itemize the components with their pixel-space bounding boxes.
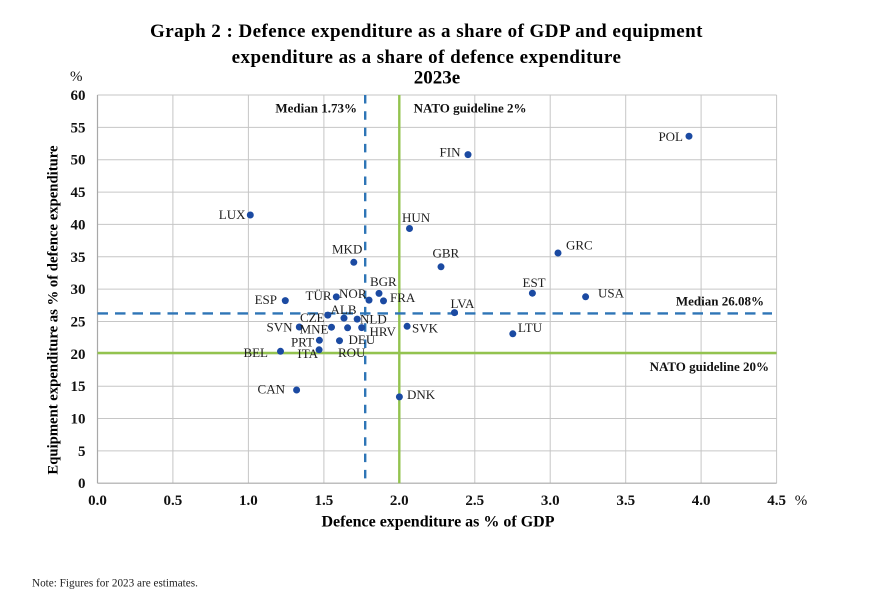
svg-text:DEU: DEU <box>349 332 376 347</box>
svg-text:2.5: 2.5 <box>465 493 484 509</box>
svg-text:1.5: 1.5 <box>315 493 334 509</box>
svg-text:ITA: ITA <box>297 346 318 361</box>
svg-text:25: 25 <box>71 315 86 331</box>
svg-text:MKD: MKD <box>332 242 362 257</box>
svg-text:35: 35 <box>71 250 86 266</box>
svg-text:TÜR: TÜR <box>306 288 332 303</box>
svg-text:FRA: FRA <box>390 290 416 305</box>
svg-text:Median 1.73%: Median 1.73% <box>275 101 357 116</box>
svg-text:HRV: HRV <box>370 324 397 339</box>
svg-text:45: 45 <box>71 185 86 201</box>
svg-text:FIN: FIN <box>440 145 462 160</box>
svg-text:GRC: GRC <box>566 238 593 253</box>
svg-text:Note: Figures for 2023 are est: Note: Figures for 2023 are estimates. <box>32 578 198 590</box>
svg-text:55: 55 <box>71 120 86 136</box>
svg-text:50: 50 <box>71 153 86 169</box>
svg-text:2023e: 2023e <box>414 68 460 89</box>
svg-text:NOR: NOR <box>339 286 367 301</box>
svg-text:NATO guideline 20%: NATO guideline 20% <box>650 359 769 374</box>
svg-text:expenditure as a share of defe: expenditure as a share of defence expend… <box>232 47 622 68</box>
svg-text:LVA: LVA <box>451 296 475 311</box>
svg-text:15: 15 <box>71 379 86 395</box>
svg-text:Equipment expenditure as % of: Equipment expenditure as % of defence ex… <box>46 145 62 475</box>
svg-text:40: 40 <box>71 217 86 233</box>
svg-text:SVK: SVK <box>412 321 439 336</box>
svg-text:60: 60 <box>71 88 86 104</box>
svg-text:30: 30 <box>71 282 86 298</box>
svg-text:USA: USA <box>598 286 625 301</box>
svg-text:3.0: 3.0 <box>541 493 560 509</box>
svg-text:20: 20 <box>71 347 86 363</box>
svg-text:Graph 2 : Defence expenditure: Graph 2 : Defence expenditure as a share… <box>150 21 703 42</box>
svg-text:PRT: PRT <box>291 335 314 350</box>
svg-text:DNK: DNK <box>407 387 436 402</box>
svg-text:Defence expenditure as % of GD: Defence expenditure as % of GDP <box>322 514 555 531</box>
svg-text:5: 5 <box>78 444 86 460</box>
svg-text:10: 10 <box>71 412 86 428</box>
svg-text:POL: POL <box>658 129 683 144</box>
svg-text:LUX: LUX <box>219 207 246 222</box>
svg-text:MNE: MNE <box>300 322 329 337</box>
svg-text:Median 26.08%: Median 26.08% <box>676 294 764 309</box>
svg-text:0: 0 <box>78 476 86 492</box>
svg-text:2.0: 2.0 <box>390 493 409 509</box>
svg-text:ALB: ALB <box>331 302 357 317</box>
svg-text:0.5: 0.5 <box>164 493 183 509</box>
svg-text:1.0: 1.0 <box>239 493 258 509</box>
svg-text:4.5: 4.5 <box>767 493 786 509</box>
svg-text:SVN: SVN <box>266 320 293 335</box>
svg-text:HUN: HUN <box>402 210 431 225</box>
svg-text:ESP: ESP <box>255 292 277 307</box>
svg-text:GBR: GBR <box>433 245 460 260</box>
svg-text:LTU: LTU <box>518 320 543 335</box>
svg-text:3.5: 3.5 <box>616 493 635 509</box>
svg-text:CAN: CAN <box>258 382 286 397</box>
svg-text:CZE: CZE <box>300 310 325 325</box>
svg-text:%: % <box>70 69 83 85</box>
svg-text:NATO guideline 2%: NATO guideline 2% <box>414 101 527 116</box>
svg-text:EST: EST <box>523 275 546 290</box>
svg-text:ROU: ROU <box>338 345 366 360</box>
svg-text:NLD: NLD <box>360 312 387 327</box>
svg-text:BEL: BEL <box>243 345 268 360</box>
svg-text:BGR: BGR <box>370 274 397 289</box>
svg-text:0.0: 0.0 <box>88 493 107 509</box>
svg-text:%: % <box>795 493 808 509</box>
svg-text:4.0: 4.0 <box>692 493 711 509</box>
